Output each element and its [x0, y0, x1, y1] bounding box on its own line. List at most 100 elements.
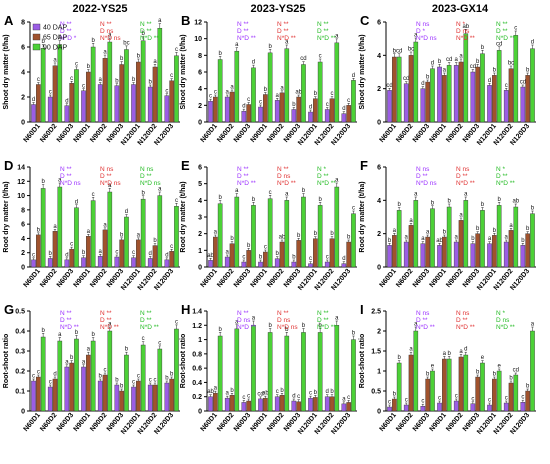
bar-40dap	[131, 257, 136, 268]
stats-annotation: N **	[496, 21, 508, 28]
bar-40dap	[324, 396, 330, 412]
bar-65dap	[69, 83, 74, 123]
significance-letter: b	[37, 227, 41, 233]
significance-letter: b	[41, 179, 45, 185]
significance-letter: b	[153, 238, 157, 244]
bar-40dap	[258, 398, 263, 412]
stats-annotation: N*D ns	[416, 180, 437, 187]
significance-letter: a	[158, 187, 162, 193]
significance-letter: b	[115, 378, 119, 384]
significance-letter: b	[87, 64, 91, 70]
bar-90dap	[107, 191, 113, 268]
y-tick-label: 4	[377, 53, 381, 60]
stats-annotation: D ns	[100, 28, 114, 35]
bar-90dap	[234, 50, 240, 123]
bar-65dap	[119, 64, 124, 123]
significance-letter: c	[115, 250, 118, 256]
significance-letter: c	[309, 256, 312, 262]
bar-65dap	[408, 55, 414, 123]
x-tick-label: N90D1	[72, 268, 91, 289]
stats-annotation: N **	[277, 21, 289, 28]
y-tick-label: 6	[377, 165, 381, 172]
bar-90dap	[74, 338, 79, 412]
bar-90dap	[157, 195, 163, 268]
bar-40dap	[308, 397, 313, 412]
significance-letter: c	[405, 398, 408, 404]
significance-letter: b	[120, 384, 124, 390]
significance-letter: b	[476, 370, 480, 376]
significance-letter: c	[49, 90, 52, 96]
bar-40dap	[420, 243, 426, 268]
significance-letter: c	[521, 395, 524, 401]
bar-65dap	[102, 58, 108, 123]
significance-letter: d	[464, 347, 467, 353]
x-tick-label: N60D2	[216, 412, 235, 433]
significance-letter: a	[409, 347, 413, 353]
significance-letter: b	[268, 323, 272, 329]
bar-65dap	[279, 395, 285, 412]
bar-40dap	[324, 261, 330, 268]
bar-65dap	[475, 66, 480, 123]
bar-65dap	[279, 92, 285, 123]
x-tick-label: N90D2	[89, 123, 108, 144]
stats-annotation: N*D **	[416, 324, 435, 331]
stats-annotation: N *	[317, 166, 327, 173]
bar-90dap	[334, 325, 340, 412]
significance-letter: c	[471, 396, 474, 402]
bar-65dap	[329, 238, 335, 268]
significance-letter: a	[335, 316, 339, 322]
significance-letter: c	[158, 340, 161, 346]
x-tick-label: N90D1	[72, 123, 91, 144]
bar-40dap	[241, 402, 247, 412]
bar-40dap	[81, 257, 86, 268]
bar-65dap	[442, 236, 447, 268]
bar-40dap	[64, 259, 70, 268]
significance-letter: b	[264, 87, 268, 93]
significance-letter: c	[32, 252, 35, 258]
significance-letter: b	[276, 251, 280, 257]
significance-letter: a	[421, 236, 425, 242]
bar-65dap	[119, 390, 124, 412]
bar-40dap	[241, 261, 247, 268]
bar-65dap	[313, 238, 318, 268]
significance-letter: b	[91, 38, 95, 44]
significance-letter: b	[120, 232, 124, 238]
y-tick-label: 2	[377, 231, 381, 238]
stats-annotation: D **	[60, 28, 72, 35]
significance-letter: d	[431, 61, 434, 67]
stats-annotation: N*D **	[140, 324, 159, 331]
significance-letter: c	[438, 396, 441, 402]
bar-65dap	[169, 378, 174, 412]
bar-65dap	[425, 236, 430, 268]
bar-90dap	[317, 61, 323, 123]
significance-letter: c	[347, 98, 350, 104]
bar-90dap	[267, 198, 273, 268]
bar-90dap	[251, 205, 256, 268]
y-tick-label: 6	[21, 222, 25, 229]
significance-letter: c	[505, 83, 508, 89]
x-tick-label: N60D1	[22, 268, 41, 289]
bar-40dap	[164, 382, 170, 412]
significance-letter: b	[91, 332, 95, 338]
y-tick-label: 5	[198, 181, 202, 188]
significance-letter: ab	[262, 391, 269, 397]
y-tick-label: 1	[198, 248, 202, 255]
bar-65dap	[52, 65, 58, 123]
significance-letter: d	[342, 106, 345, 112]
bar-65dap	[213, 236, 218, 268]
significance-letter: a	[235, 319, 239, 325]
bar-65dap	[52, 231, 58, 268]
significance-letter: d	[421, 81, 424, 87]
significance-letter: b	[497, 197, 501, 203]
significance-letter: b	[132, 77, 136, 83]
significance-letter: a	[53, 57, 57, 63]
bar-40dap	[224, 256, 230, 268]
col-title-1: 2022-YS25	[72, 3, 127, 15]
significance-letter: a	[488, 236, 492, 242]
bar-40dap	[81, 366, 86, 412]
significance-letter: b	[426, 75, 430, 81]
